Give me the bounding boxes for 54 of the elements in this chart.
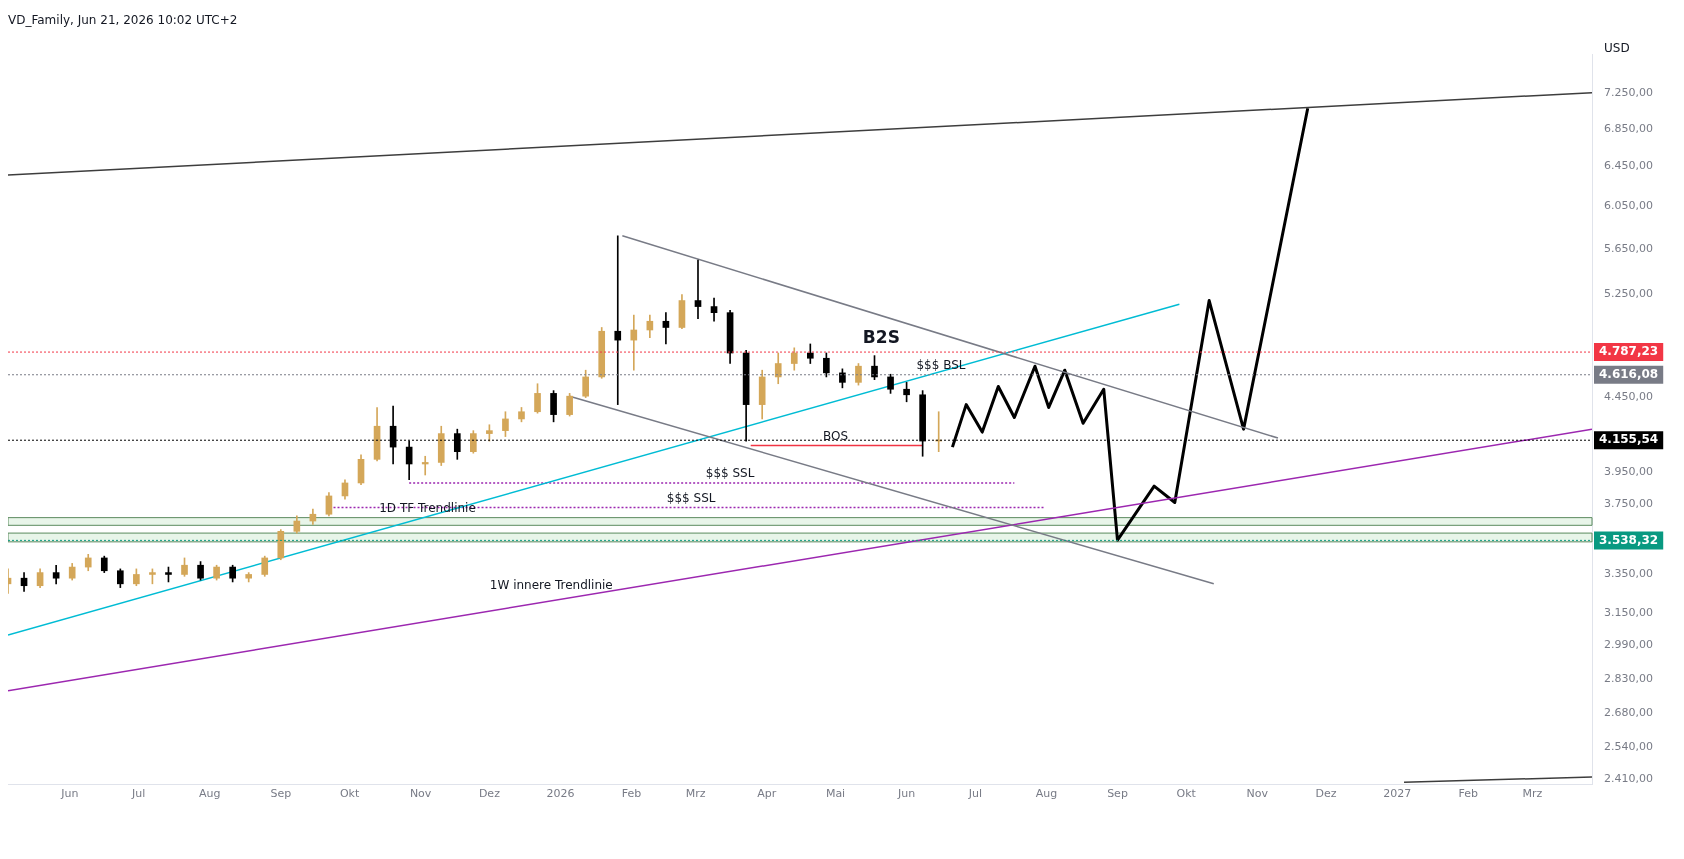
candlestick (614, 235, 622, 405)
annotation: 1W innere Trendlinie (489, 578, 613, 593)
x-tick-label: Aug (1035, 787, 1058, 801)
y-tick-label: 2.410,00 (1604, 772, 1653, 786)
annotation: $$$ SSL (666, 490, 716, 505)
x-tick-label: 2026 (546, 787, 575, 801)
x-tick-label: Mrz (685, 787, 706, 801)
y-tick-label: 5.250,00 (1604, 287, 1653, 301)
x-tick-label: Mai (825, 787, 846, 801)
x-tick-label: Jun (897, 787, 916, 801)
y-tick-label: 2.830,00 (1604, 672, 1653, 686)
x-tick-label: Dez (1315, 787, 1337, 801)
ref-line-label: 4.787,23 (1599, 344, 1659, 359)
ref-line-label: 4.155,54 (1599, 432, 1659, 447)
y-tick-label: 2.680,00 (1604, 706, 1653, 720)
candlestick (421, 455, 429, 476)
y-tick-label: 7.250,00 (1604, 86, 1653, 100)
candlestick (630, 314, 638, 371)
ref-line-label: 4.616,08 (1599, 366, 1659, 381)
x-tick-label: Feb (621, 787, 642, 801)
annotation: BOS (822, 428, 849, 443)
y-tick-label: 6.850,00 (1604, 121, 1653, 135)
ref-line-label: 3.538,32 (1599, 532, 1659, 547)
candlestick (694, 259, 702, 320)
y-tick-label: 2.990,00 (1604, 638, 1653, 652)
y-tick-label: 3.750,00 (1604, 497, 1653, 511)
x-tick-label: Mrz (1522, 787, 1543, 801)
y-tick-label: 6.050,00 (1604, 199, 1653, 213)
x-tick-label: Jun (60, 787, 79, 801)
y-tick-label: 4.450,00 (1604, 390, 1653, 404)
x-tick-label: Okt (1176, 787, 1197, 801)
x-tick-label: Jul (131, 787, 146, 801)
x-tick-label: Apr (757, 787, 777, 801)
x-tick-label: Feb (1458, 787, 1478, 801)
x-tick-label: Aug (198, 787, 221, 801)
x-tick-label: Nov (409, 787, 432, 801)
y-tick-label: 3.950,00 (1604, 464, 1653, 478)
x-tick-label: Dez (478, 787, 501, 801)
candlestick (662, 312, 670, 345)
annotation: $$$ SSL (705, 466, 755, 481)
y-tick-label: 3.150,00 (1604, 605, 1653, 619)
x-tick-label: Jul (967, 787, 982, 801)
x-tick-label: Okt (339, 787, 360, 801)
y-tick-label: 3.350,00 (1604, 567, 1653, 581)
x-tick-label: Sep (270, 787, 292, 801)
x-tick-label: Nov (1246, 787, 1269, 801)
annotation: B2S (862, 327, 900, 348)
chart-title: VD_Family, Jun 21, 2026 10:02 UTC+2 (8, 13, 238, 28)
x-tick-label: Sep (1107, 787, 1128, 801)
y-axis-title: USD (1604, 40, 1630, 55)
y-tick-label: 6.450,00 (1604, 159, 1653, 173)
y-tick-label: 2.540,00 (1604, 739, 1653, 753)
y-tick-label: 5.650,00 (1604, 241, 1653, 255)
x-tick-label: 2027 (1383, 787, 1412, 801)
